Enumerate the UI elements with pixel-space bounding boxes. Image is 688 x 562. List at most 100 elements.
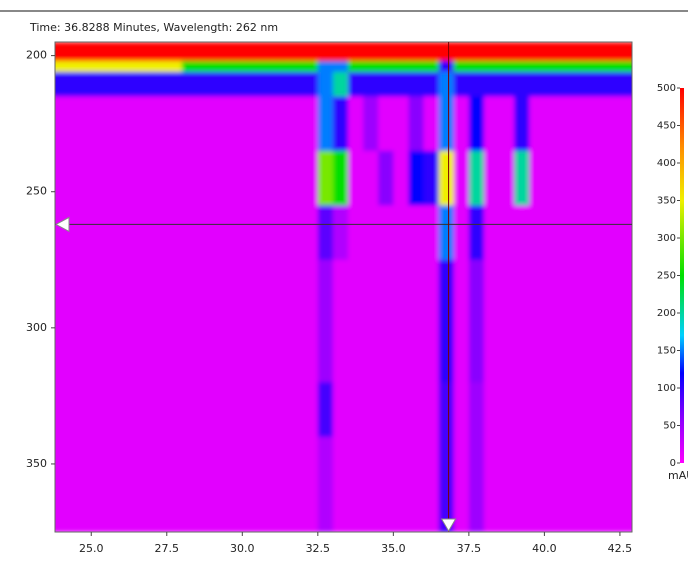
heat-cell (620, 96, 636, 151)
heat-cell (273, 151, 289, 206)
heat-cell (439, 151, 455, 206)
x-tick-label: 32.5 (306, 542, 331, 555)
heat-cell (499, 205, 515, 260)
heat-cell (137, 61, 153, 72)
heat-cell (106, 205, 122, 260)
x-tick-label: 30.0 (230, 542, 255, 555)
heat-cell (499, 260, 515, 383)
heat-cell (454, 382, 470, 437)
heat-cell (424, 151, 440, 206)
heat-cell (424, 205, 440, 260)
heat-cell (544, 96, 560, 151)
heat-cell (257, 72, 273, 97)
heat-cell (529, 61, 545, 72)
heat-cell (378, 260, 394, 383)
heat-cell (212, 96, 228, 151)
heat-cell (197, 61, 213, 72)
heat-cell (318, 151, 334, 206)
heat-cell (227, 151, 243, 206)
heat-cell (484, 96, 500, 151)
heat-cell (469, 382, 485, 437)
heat-cell (288, 151, 304, 206)
colorbar-tick-label: 200 (657, 308, 676, 319)
heat-cell (378, 42, 394, 62)
heat-cell (635, 42, 651, 62)
heat-cell (529, 382, 545, 437)
heat-cell (363, 61, 379, 72)
heat-cell (469, 72, 485, 97)
heat-cell (454, 72, 470, 97)
heat-cell (333, 42, 349, 62)
heat-cell (318, 260, 334, 383)
heat-cell (454, 42, 470, 62)
heatmap (46, 42, 651, 533)
heat-cell (544, 260, 560, 383)
heat-cell (529, 72, 545, 97)
heat-cell (227, 61, 243, 72)
heat-cell (212, 382, 228, 437)
heat-cell (91, 72, 107, 97)
heat-cell (227, 42, 243, 62)
heat-cell (76, 61, 92, 72)
heat-cell (439, 382, 455, 437)
heat-cell (378, 96, 394, 151)
heat-cell (106, 96, 122, 151)
heat-cell (529, 205, 545, 260)
heat-cell (348, 72, 364, 97)
heat-cell (590, 61, 606, 72)
heat-cell (635, 96, 651, 151)
heat-cell (137, 382, 153, 437)
heat-cell (46, 260, 62, 383)
heat-cell (106, 151, 122, 206)
heat-cell (333, 96, 349, 151)
colorbar (680, 88, 684, 463)
heat-cell (61, 61, 77, 72)
heat-cell (257, 61, 273, 72)
heat-cell (620, 382, 636, 437)
heat-cell (212, 72, 228, 97)
heat-cell (46, 96, 62, 151)
heat-cell (499, 61, 515, 72)
heat-cell (620, 260, 636, 383)
heat-cell (333, 151, 349, 206)
heat-cell (408, 260, 424, 383)
heat-cell (197, 151, 213, 206)
heat-cell (318, 72, 334, 97)
heat-cell (484, 382, 500, 437)
heat-cell (61, 151, 77, 206)
heat-cell (635, 205, 651, 260)
heat-cell (484, 437, 500, 533)
heat-cell (257, 437, 273, 533)
heat-cell (197, 42, 213, 62)
heat-cell (197, 72, 213, 97)
heat-cell (167, 382, 183, 437)
heat-cell (137, 437, 153, 533)
heat-cell (559, 382, 575, 437)
heat-cell (182, 437, 198, 533)
heat-cell (363, 437, 379, 533)
heat-cell (378, 437, 394, 533)
heat-cell (469, 437, 485, 533)
heat-cell (242, 96, 258, 151)
heat-cell (424, 260, 440, 383)
heat-cell (469, 42, 485, 62)
heat-cell (575, 260, 591, 383)
heat-cell (303, 205, 319, 260)
x-tick-label: 25.0 (79, 542, 104, 555)
heat-cell (137, 151, 153, 206)
heat-cell (363, 96, 379, 151)
heat-cell (242, 151, 258, 206)
heat-cell (303, 42, 319, 62)
heat-cell (363, 260, 379, 383)
heat-cell (363, 72, 379, 97)
heat-cell (484, 42, 500, 62)
heat-cell (137, 96, 153, 151)
heat-cell (514, 42, 530, 62)
heat-cell (197, 260, 213, 383)
heat-cell (227, 72, 243, 97)
colorbar-tick-label: 250 (657, 271, 676, 282)
chart-title: Time: 36.8288 Minutes, Wavelength: 262 n… (29, 21, 278, 34)
heat-cell (76, 382, 92, 437)
heat-cell (348, 205, 364, 260)
heat-cell (167, 151, 183, 206)
